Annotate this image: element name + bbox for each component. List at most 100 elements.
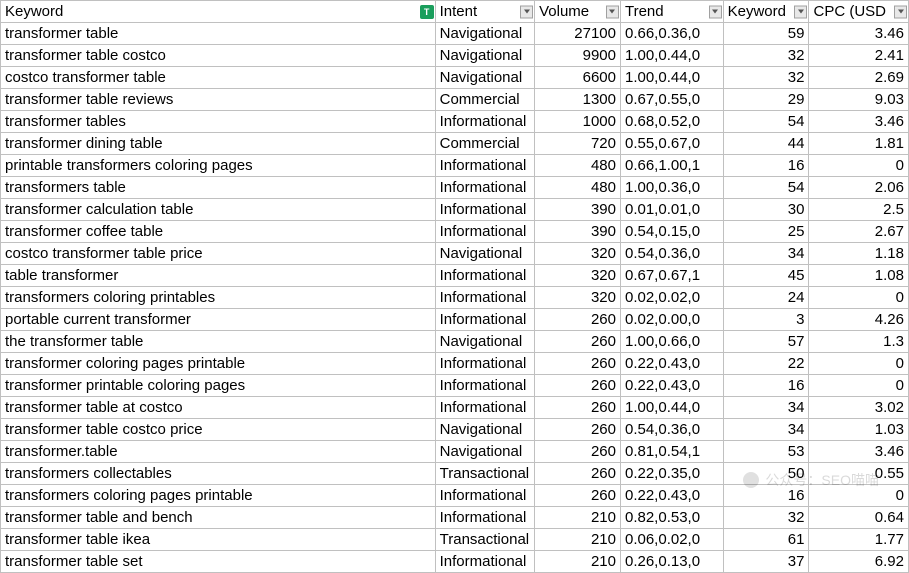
cell-keyword: printable transformers coloring pages: [1, 155, 436, 177]
column-header-trend[interactable]: Trend: [620, 1, 723, 23]
table-row[interactable]: transformer table costcoNavigational9900…: [1, 45, 909, 67]
table-row[interactable]: transformer table reviewsCommercial13000…: [1, 89, 909, 111]
cell-trend: 0.67,0.55,0: [620, 89, 723, 111]
table-row[interactable]: transformers tableInformational4801.00,0…: [1, 177, 909, 199]
cell-cpc: 0: [809, 155, 909, 177]
cell-kd: 30: [723, 199, 809, 221]
table-row[interactable]: transformers collectablesTransactional26…: [1, 463, 909, 485]
cell-intent: Informational: [435, 375, 534, 397]
filter-dropdown-icon[interactable]: [709, 5, 722, 18]
table-header-row: KeywordTIntent VolumeTrend Keyword CPC (USD: [1, 1, 909, 23]
cell-keyword: the transformer table: [1, 331, 436, 353]
cell-keyword: transformer table and bench: [1, 507, 436, 529]
table-row[interactable]: transformer printable coloring pagesInfo…: [1, 375, 909, 397]
cell-volume: 1300: [535, 89, 621, 111]
cell-intent: Informational: [435, 155, 534, 177]
table-row[interactable]: portable current transformerInformationa…: [1, 309, 909, 331]
cell-trend: 0.26,0.13,0: [620, 551, 723, 573]
cell-trend: 0.81,0.54,1: [620, 441, 723, 463]
table-row[interactable]: transformer table setInformational2100.2…: [1, 551, 909, 573]
table-row[interactable]: table transformerInformational3200.67,0.…: [1, 265, 909, 287]
cell-intent: Commercial: [435, 89, 534, 111]
cell-cpc: 0: [809, 287, 909, 309]
cell-volume: 390: [535, 199, 621, 221]
table-row[interactable]: transformer table and benchInformational…: [1, 507, 909, 529]
table-row[interactable]: transformer coloring pages printableInfo…: [1, 353, 909, 375]
cell-intent: Navigational: [435, 45, 534, 67]
cell-trend: 0.54,0.36,0: [620, 243, 723, 265]
table-row[interactable]: transformer table ikeaTransactional2100.…: [1, 529, 909, 551]
table-row[interactable]: costco transformer table priceNavigation…: [1, 243, 909, 265]
cell-keyword: transformer dining table: [1, 133, 436, 155]
cell-keyword: transformer tables: [1, 111, 436, 133]
table-row[interactable]: transformer coffee tableInformational390…: [1, 221, 909, 243]
cell-volume: 6600: [535, 67, 621, 89]
column-label: Keyword: [728, 3, 786, 20]
column-label: Intent: [440, 3, 478, 20]
cell-cpc: 2.69: [809, 67, 909, 89]
cell-trend: 0.67,0.67,1: [620, 265, 723, 287]
table-row[interactable]: transformer.tableNavigational2600.81,0.5…: [1, 441, 909, 463]
cell-cpc: 6.92: [809, 551, 909, 573]
cell-intent: Informational: [435, 287, 534, 309]
cell-trend: 0.82,0.53,0: [620, 507, 723, 529]
table-row[interactable]: transformers coloring printablesInformat…: [1, 287, 909, 309]
cell-trend: 0.66,1.00,1: [620, 155, 723, 177]
cell-intent: Informational: [435, 309, 534, 331]
cell-keyword: transformer table reviews: [1, 89, 436, 111]
cell-cpc: 3.46: [809, 111, 909, 133]
cell-keyword: transformer printable coloring pages: [1, 375, 436, 397]
cell-volume: 9900: [535, 45, 621, 67]
table-row[interactable]: transformers coloring pages printableInf…: [1, 485, 909, 507]
cell-keyword: transformers coloring pages printable: [1, 485, 436, 507]
cell-keyword: transformer table: [1, 23, 436, 45]
cell-cpc: 0: [809, 353, 909, 375]
table-row[interactable]: transformer dining tableCommercial7200.5…: [1, 133, 909, 155]
column-header-kd[interactable]: Keyword: [723, 1, 809, 23]
cell-intent: Informational: [435, 199, 534, 221]
cell-kd: 16: [723, 485, 809, 507]
cell-keyword: transformer coloring pages printable: [1, 353, 436, 375]
cell-intent: Informational: [435, 353, 534, 375]
cell-trend: 0.22,0.35,0: [620, 463, 723, 485]
cell-intent: Navigational: [435, 67, 534, 89]
table-row[interactable]: transformer table at costcoInformational…: [1, 397, 909, 419]
cell-kd: 16: [723, 375, 809, 397]
table-row[interactable]: transformer calculation tableInformation…: [1, 199, 909, 221]
table-row[interactable]: transformer table costco priceNavigation…: [1, 419, 909, 441]
cell-keyword: table transformer: [1, 265, 436, 287]
cell-volume: 260: [535, 353, 621, 375]
cell-intent: Navigational: [435, 243, 534, 265]
table-row[interactable]: transformer tablesInformational10000.68,…: [1, 111, 909, 133]
column-header-cpc[interactable]: CPC (USD: [809, 1, 909, 23]
cell-volume: 260: [535, 485, 621, 507]
text-badge-icon: T: [420, 5, 434, 19]
cell-keyword: costco transformer table price: [1, 243, 436, 265]
cell-cpc: 2.5: [809, 199, 909, 221]
cell-trend: 0.68,0.52,0: [620, 111, 723, 133]
column-header-intent[interactable]: Intent: [435, 1, 534, 23]
cell-volume: 1000: [535, 111, 621, 133]
cell-cpc: 2.67: [809, 221, 909, 243]
cell-intent: Navigational: [435, 23, 534, 45]
cell-intent: Informational: [435, 507, 534, 529]
cell-trend: 0.02,0.00,0: [620, 309, 723, 331]
filter-dropdown-icon[interactable]: [794, 5, 807, 18]
cell-cpc: 1.77: [809, 529, 909, 551]
cell-cpc: 9.03: [809, 89, 909, 111]
cell-volume: 260: [535, 375, 621, 397]
filter-dropdown-icon[interactable]: [606, 5, 619, 18]
cell-cpc: 1.18: [809, 243, 909, 265]
column-header-volume[interactable]: Volume: [535, 1, 621, 23]
table-row[interactable]: costco transformer tableNavigational6600…: [1, 67, 909, 89]
table-row[interactable]: the transformer tableNavigational2601.00…: [1, 331, 909, 353]
column-header-keyword[interactable]: KeywordT: [1, 1, 436, 23]
table-row[interactable]: transformer tableNavigational271000.66,0…: [1, 23, 909, 45]
column-label: Trend: [625, 3, 664, 20]
filter-dropdown-icon[interactable]: [520, 5, 533, 18]
table-row[interactable]: printable transformers coloring pagesInf…: [1, 155, 909, 177]
cell-keyword: transformer coffee table: [1, 221, 436, 243]
cell-volume: 320: [535, 287, 621, 309]
cell-cpc: 1.03: [809, 419, 909, 441]
filter-dropdown-icon[interactable]: [894, 5, 907, 18]
